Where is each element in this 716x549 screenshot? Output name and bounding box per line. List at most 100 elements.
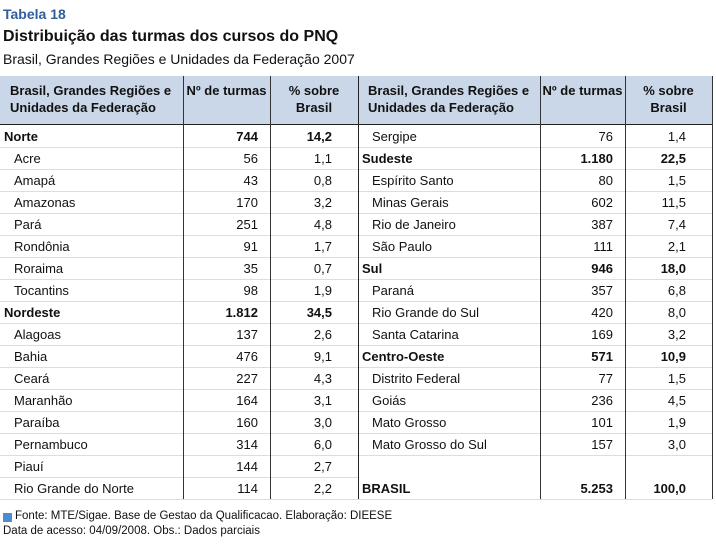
row-label: Paraíba	[0, 412, 183, 434]
column-divider	[270, 76, 271, 499]
cell: 357	[540, 280, 625, 302]
cell: 3,2	[625, 324, 712, 346]
row-label: Minas Gerais	[358, 192, 540, 214]
cell: 0,7	[270, 258, 358, 280]
row-label: Pará	[0, 214, 183, 236]
cell: 1,7	[270, 236, 358, 258]
cell: 3,0	[270, 412, 358, 434]
cell: 1,9	[625, 412, 712, 434]
subtitle: Brasil, Grandes Regiões e Unidades da Fe…	[3, 51, 355, 67]
column-header: % sobre Brasil	[643, 83, 694, 115]
row-label: Piauí	[0, 456, 183, 478]
row-label: Paraná	[358, 280, 540, 302]
cell: 3,1	[270, 390, 358, 412]
row-label: Amazonas	[0, 192, 183, 214]
cell: 476	[183, 346, 270, 368]
cell: 1.812	[183, 302, 270, 324]
cell: 1.180	[540, 148, 625, 170]
row-label: Rio de Janeiro	[358, 214, 540, 236]
cell: 0,8	[270, 170, 358, 192]
row-label: Espírito Santo	[358, 170, 540, 192]
cell: 6,0	[270, 434, 358, 456]
source: Fonte: MTE/Sigae. Base de Gestao da Qual…	[15, 510, 393, 522]
side-divider	[358, 76, 359, 499]
row-label: Sudeste	[358, 148, 540, 170]
row-label: Norte	[0, 126, 183, 148]
cell: 602	[540, 192, 625, 214]
cell: 236	[540, 390, 625, 412]
total-label: BRASIL	[358, 478, 540, 500]
legend-square	[3, 513, 12, 522]
cell: 2,2	[270, 478, 358, 500]
row-label: Centro-Oeste	[358, 346, 540, 368]
column-header: % sobre Brasil	[288, 83, 340, 115]
row-label: Sul	[358, 258, 540, 280]
column-header: Nº de turmas	[542, 83, 623, 98]
cell: 164	[183, 390, 270, 412]
cell: 56	[183, 148, 270, 170]
cell: 7,4	[625, 214, 712, 236]
table-edge	[712, 76, 713, 499]
cell: 6,8	[625, 280, 712, 302]
row-label: Rondônia	[0, 236, 183, 258]
cell: 14,2	[270, 126, 358, 148]
column-divider	[540, 76, 541, 499]
row-label: Amapá	[0, 170, 183, 192]
cell: 114	[183, 478, 270, 500]
cell: 80	[540, 170, 625, 192]
title: Distribuição das turmas dos cursos do PN…	[3, 28, 339, 45]
cell: 8,0	[625, 302, 712, 324]
cell: 10,9	[625, 346, 712, 368]
cell: 4,5	[625, 390, 712, 412]
cell: 227	[183, 368, 270, 390]
cell: 22,5	[625, 148, 712, 170]
cell: 4,8	[270, 214, 358, 236]
cell: 4,3	[270, 368, 358, 390]
cell: 34,5	[270, 302, 358, 324]
row-label: Rio Grande do Norte	[0, 478, 183, 500]
cell: 2,1	[625, 236, 712, 258]
cell: 35	[183, 258, 270, 280]
cell: 9,1	[270, 346, 358, 368]
total-cell: 100,0	[625, 478, 712, 500]
cell: 1,1	[270, 148, 358, 170]
cell: 2,7	[270, 456, 358, 478]
cell: 251	[183, 214, 270, 236]
cell: 111	[540, 236, 625, 258]
cell: 144	[183, 456, 270, 478]
cell: 1,9	[270, 280, 358, 302]
table-label: Tabela 18	[3, 6, 66, 22]
cell: 160	[183, 412, 270, 434]
cell: 101	[540, 412, 625, 434]
cell: 946	[540, 258, 625, 280]
cell: 76	[540, 126, 625, 148]
cell: 77	[540, 368, 625, 390]
column-header: Brasil, Grandes Regiões e Unidades da Fe…	[368, 83, 530, 115]
table: Brasil, Grandes Regiões e Unidades da Fe…	[0, 76, 713, 500]
row-label: Mato Grosso	[358, 412, 540, 434]
cell: 18,0	[625, 258, 712, 280]
cell: 744	[183, 126, 270, 148]
cell: 1,4	[625, 126, 712, 148]
row-label: Mato Grosso do Sul	[358, 434, 540, 456]
row-label: Rio Grande do Sul	[358, 302, 540, 324]
row-label: Acre	[0, 148, 183, 170]
cell: 420	[540, 302, 625, 324]
column-header: Brasil, Grandes Regiões e Unidades da Fe…	[10, 83, 172, 115]
row-label: Sergipe	[358, 126, 540, 148]
row-label: Distrito Federal	[358, 368, 540, 390]
row-label: Goiás	[358, 390, 540, 412]
row-label: Bahia	[0, 346, 183, 368]
column-header: Nº de turmas	[186, 83, 267, 98]
cell: 1,5	[625, 170, 712, 192]
row-label: Alagoas	[0, 324, 183, 346]
row-label: Santa Catarina	[358, 324, 540, 346]
cell: 387	[540, 214, 625, 236]
cell: 137	[183, 324, 270, 346]
cell: 3,0	[625, 434, 712, 456]
cell: 169	[540, 324, 625, 346]
cell: 314	[183, 434, 270, 456]
cell: 11,5	[625, 192, 712, 214]
cell: 1,5	[625, 368, 712, 390]
